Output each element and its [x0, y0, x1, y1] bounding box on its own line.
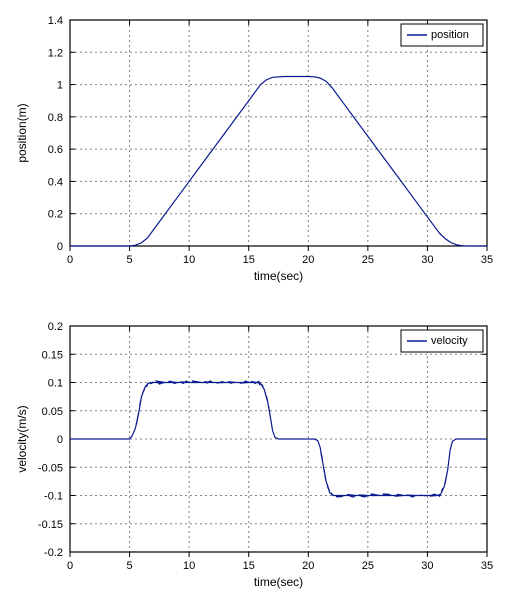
velocity-chart-ytick-label: -0.2	[44, 547, 63, 559]
velocity-chart-ytick-label: -0.15	[38, 519, 63, 531]
velocity-chart-xtick-label: 30	[421, 560, 433, 572]
velocity-chart-ytick-label: 0.2	[48, 321, 63, 333]
position-chart-xtick-label: 5	[127, 254, 133, 266]
velocity-chart-xtick-label: 35	[481, 560, 493, 572]
position-chart-xtick-label: 0	[67, 254, 73, 266]
velocity-chart-xlabel: time(sec)	[254, 575, 303, 589]
velocity-chart-ylabel: velocity(m/s)	[15, 405, 29, 472]
velocity-chart-ytick-label: -0.1	[44, 491, 63, 503]
velocity-chart-xtick-label: 20	[302, 560, 314, 572]
position-chart-ytick-label: 0.4	[48, 176, 63, 188]
position-chart: 0 5 10 15 20 25 30 35 0 0.2 0.4 0.6 0.8 1 1.2 1.4 time(s…	[10, 10, 499, 288]
velocity-chart-ytick-label: -0.05	[38, 462, 63, 474]
velocity-chart-legend-label: velocity	[431, 335, 468, 347]
velocity-chart-ytick-label: 0.15	[42, 349, 63, 361]
velocity-chart-xtick-label: 25	[362, 560, 374, 572]
position-chart-ytick-label: 0.8	[48, 112, 63, 124]
velocity-chart-xtick-label: 15	[243, 560, 255, 572]
position-chart-legend-label: position	[431, 29, 469, 41]
velocity-chart: 0 5 10 15 20 25 30 35 -0.2 -0.15 -0.1 -0.05 0 0.05 0.1…	[10, 316, 499, 594]
figure-container: 0 5 10 15 20 25 30 35 0 0.2 0.4 0.6 0.8 1 1.2 1.4 time(s…	[10, 10, 499, 594]
velocity-chart-svg: 0 5 10 15 20 25 30 35 -0.2 -0.15 -0.1 -0.05 0 0.05 0.1…	[10, 316, 499, 594]
position-chart-xtick-label: 15	[243, 254, 255, 266]
velocity-chart-ytick-label: 0.05	[42, 406, 63, 418]
position-chart-xtick-label: 10	[183, 254, 195, 266]
position-chart-xtick-label: 20	[302, 254, 314, 266]
position-chart-ytick-label: 0.2	[48, 209, 63, 221]
velocity-chart-xtick-label: 0	[67, 560, 73, 572]
velocity-chart-xtick-label: 5	[127, 560, 133, 572]
position-chart-ylabel: position(m)	[15, 103, 29, 162]
position-chart-xlabel: time(sec)	[254, 269, 303, 283]
velocity-chart-xtick-label: 10	[183, 560, 195, 572]
position-chart-xtick-label: 25	[362, 254, 374, 266]
position-chart-ytick-label: 1.4	[48, 15, 63, 27]
position-chart-ytick-label: 1	[57, 80, 63, 92]
velocity-chart-ytick-label: 0	[57, 434, 63, 446]
position-chart-ytick-label: 0	[57, 241, 63, 253]
position-chart-xtick-label: 30	[421, 254, 433, 266]
position-chart-svg: 0 5 10 15 20 25 30 35 0 0.2 0.4 0.6 0.8 1 1.2 1.4 time(s…	[10, 10, 499, 288]
velocity-chart-ytick-label: 0.1	[48, 378, 63, 390]
position-chart-ytick-label: 1.2	[48, 47, 63, 59]
position-chart-xtick-label: 35	[481, 254, 493, 266]
position-chart-ytick-label: 0.6	[48, 144, 63, 156]
